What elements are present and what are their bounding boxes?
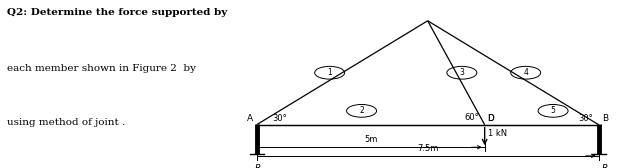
Text: A: A — [247, 114, 253, 123]
Text: 5: 5 — [551, 106, 555, 115]
Text: using method of joint .: using method of joint . — [8, 118, 126, 127]
Text: 2: 2 — [359, 106, 364, 115]
Text: 7.5m: 7.5m — [417, 144, 438, 153]
Text: 1 kN: 1 kN — [488, 129, 508, 138]
Text: 30°: 30° — [578, 114, 593, 123]
Text: 1: 1 — [327, 68, 332, 77]
Text: 4: 4 — [523, 68, 528, 77]
Text: $R_B$: $R_B$ — [601, 163, 613, 168]
Text: 5m: 5m — [364, 135, 377, 144]
Text: B: B — [602, 114, 608, 123]
Text: each member shown in Figure 2  by: each member shown in Figure 2 by — [8, 64, 197, 73]
Text: Q2: Determine the force supported by: Q2: Determine the force supported by — [8, 8, 228, 17]
Text: 30°: 30° — [273, 114, 287, 123]
Text: $R_A$: $R_A$ — [254, 163, 267, 168]
Text: D: D — [487, 114, 494, 123]
Text: 60°: 60° — [464, 113, 479, 122]
Text: 3: 3 — [459, 68, 464, 77]
Text: D: D — [487, 114, 493, 123]
